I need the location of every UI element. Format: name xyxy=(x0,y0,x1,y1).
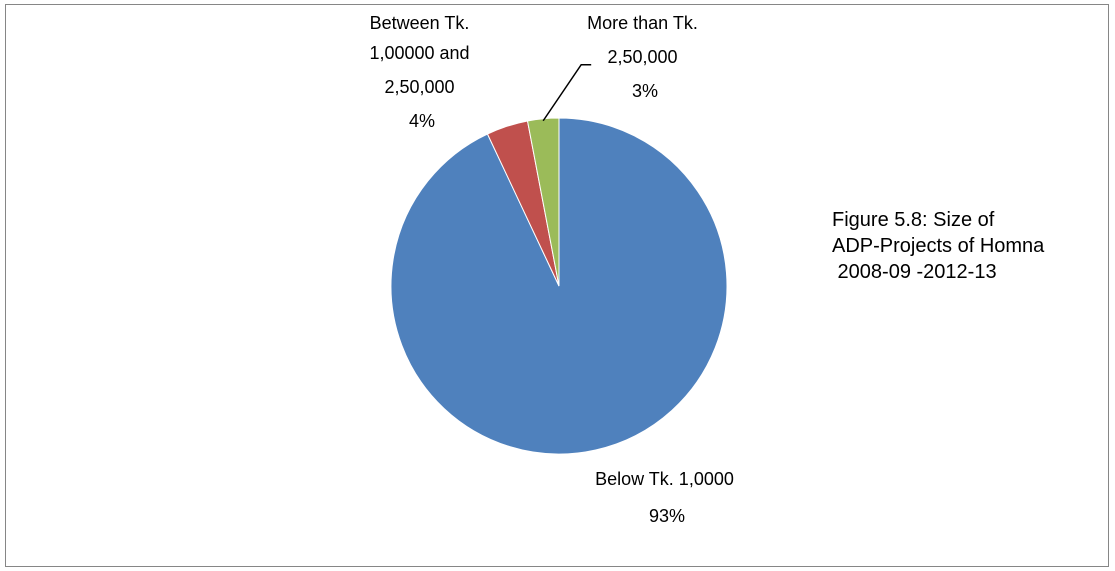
chart-title: Figure 5.8: Size of ADP-Projects of Homn… xyxy=(832,209,1050,283)
percent-label: 93% xyxy=(649,506,685,526)
category-label-line-1: Below Tk. 1,0000 xyxy=(595,469,734,489)
leader-line-more-than-2-5-lakh xyxy=(542,63,592,122)
leader-lines xyxy=(542,63,592,122)
data-label-between-1-and-2-5-lakh: Between Tk. 1,00000 and 2,50,000 4% xyxy=(369,13,474,131)
category-label-line-3: 2,50,000 xyxy=(384,77,454,97)
data-label-more-than-2-5-lakh: More than Tk. 2,50,000 3% xyxy=(587,13,703,101)
percent-label: 3% xyxy=(632,81,658,101)
pie-slice-more-than-2-5-lakh xyxy=(526,117,560,287)
chart-title-line-2: ADP-Projects of Homna xyxy=(832,235,1045,257)
chart-title-line-1: Figure 5.8: Size of xyxy=(832,209,995,231)
percent-label: 4% xyxy=(409,111,435,131)
data-label-below-1-lakh: Below Tk. 1,0000 93% xyxy=(595,469,739,526)
category-label-line-1: More than Tk. xyxy=(587,13,698,33)
category-label-line-1: Between Tk. xyxy=(370,13,470,33)
category-label-line-2: 1,00000 and xyxy=(369,43,469,63)
pie-slices xyxy=(390,117,728,455)
category-label-line-2: 2,50,000 xyxy=(607,47,677,67)
chart-title-line-3: 2008-09 -2012-13 xyxy=(832,261,997,283)
